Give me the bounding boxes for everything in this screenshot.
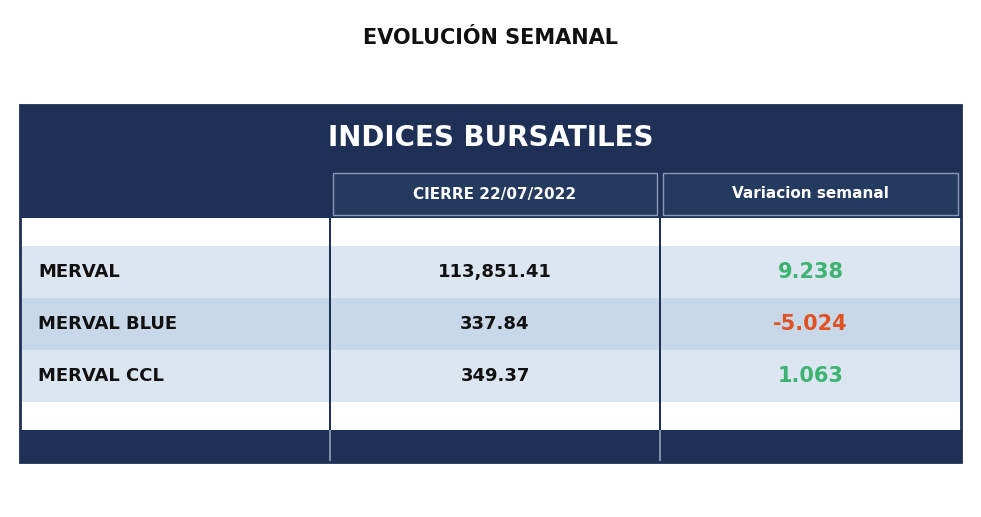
Bar <box>329 430 331 462</box>
Bar <box>330 298 660 350</box>
Bar <box>329 218 331 246</box>
Text: Variacion semanal: Variacion semanal <box>732 187 889 202</box>
Bar <box>330 430 660 462</box>
Bar <box>20 170 961 218</box>
Bar <box>329 350 331 402</box>
Bar <box>20 105 961 170</box>
Text: MERVAL CCL: MERVAL CCL <box>38 367 164 385</box>
Text: -5.024: -5.024 <box>773 314 848 334</box>
Bar <box>20 298 330 350</box>
Bar <box>663 173 958 215</box>
Bar <box>659 402 661 430</box>
Text: 337.84: 337.84 <box>460 315 530 333</box>
Bar <box>329 298 331 350</box>
Text: 9.238: 9.238 <box>778 262 844 282</box>
Text: 349.37: 349.37 <box>460 367 530 385</box>
Bar <box>659 430 661 462</box>
Bar <box>330 402 660 430</box>
Bar <box>660 298 961 350</box>
Bar <box>659 218 661 246</box>
Bar <box>20 350 330 402</box>
Bar <box>660 430 961 462</box>
Bar <box>330 246 660 298</box>
Bar <box>20 402 330 430</box>
Bar <box>20 246 330 298</box>
Bar <box>660 350 961 402</box>
Bar <box>20 105 961 462</box>
Text: CIERRE 22/07/2022: CIERRE 22/07/2022 <box>413 187 577 202</box>
Bar <box>329 246 331 298</box>
Text: EVOLUCIÓN SEMANAL: EVOLUCIÓN SEMANAL <box>363 28 618 48</box>
Bar <box>659 350 661 402</box>
Bar <box>20 218 330 246</box>
Text: 113,851.41: 113,851.41 <box>439 263 552 281</box>
Bar <box>659 246 661 298</box>
Bar <box>660 218 961 246</box>
Text: 1.063: 1.063 <box>778 366 844 386</box>
Bar <box>660 246 961 298</box>
Text: MERVAL: MERVAL <box>38 263 120 281</box>
Bar <box>329 402 331 430</box>
Bar <box>20 430 330 462</box>
Bar <box>330 350 660 402</box>
Bar <box>660 402 961 430</box>
Bar <box>330 218 660 246</box>
Text: MERVAL BLUE: MERVAL BLUE <box>38 315 178 333</box>
Bar <box>333 173 657 215</box>
Bar <box>659 298 661 350</box>
Text: INDICES BURSATILES: INDICES BURSATILES <box>328 124 653 151</box>
